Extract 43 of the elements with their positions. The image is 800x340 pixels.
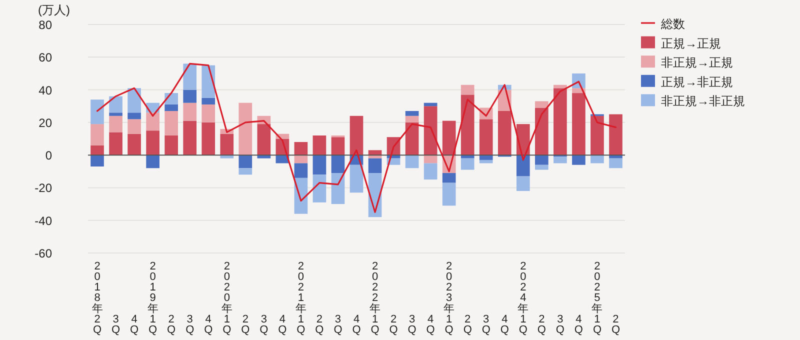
x-tick-label: 4Q [500,313,510,336]
x-tick-label: 3Q [482,313,491,336]
x-tick-label: 3Q [334,313,343,336]
x-tick-label: 4Q [130,313,140,336]
x-tick-label: 2Q [463,313,472,336]
x-tick-label: 4Q [278,313,288,336]
x-tick-label: 4Q [352,313,362,336]
x-tick-label: 3Q [186,313,195,336]
x-tick-label: 2Q [611,313,620,336]
x-tick-label: 2022年1Q [370,260,381,336]
y-tick-label: 20 [38,116,52,130]
legend-label: 正規→正規 [661,36,721,50]
x-tick-label: 2Q [241,313,250,336]
y-tick-label: -40 [34,214,52,228]
x-tick-label: 2Q [537,313,546,336]
x-tick-label: 3Q [111,313,120,336]
x-tick-label: 3Q [556,313,565,336]
x-tick-label: 2025年1Q [592,260,603,336]
x-tick-label: 2Q [389,313,398,336]
x-tick-label: 2023年1Q [444,260,455,336]
y-tick-label: 80 [38,18,52,32]
y-tick-label: 60 [38,50,52,65]
x-tick-label: 2021年1Q [295,260,306,336]
x-tick-label: 2024年1Q [518,260,529,336]
y-tick-label: 0 [45,148,52,163]
x-tick-label: 2Q [315,313,324,336]
legend-label: 非正規→非正規 [661,94,745,108]
x-tick-label: 3Q [260,313,269,336]
x-tick-label: 4Q [204,313,214,336]
x-tick-label: 2019年1Q [147,260,158,336]
x-tick-label: 2020年1Q [221,260,232,336]
y-axis-title: (万人) [38,3,70,17]
legend-label: 正規→非正規 [661,74,733,89]
x-tick-label: 3Q [408,313,417,336]
y-tick-label: 40 [38,83,52,98]
x-tick-label: 4Q [574,313,584,336]
y-tick-label: -20 [34,181,52,196]
legend-label: 総数 [660,17,685,31]
y-tick-label: -60 [34,246,52,260]
legend-label: 非正規→正規 [661,56,733,70]
x-tick-label: 2Q [167,313,176,336]
x-tick-label: 4Q [426,313,436,336]
x-tick-label: 2018年2Q [92,260,103,336]
